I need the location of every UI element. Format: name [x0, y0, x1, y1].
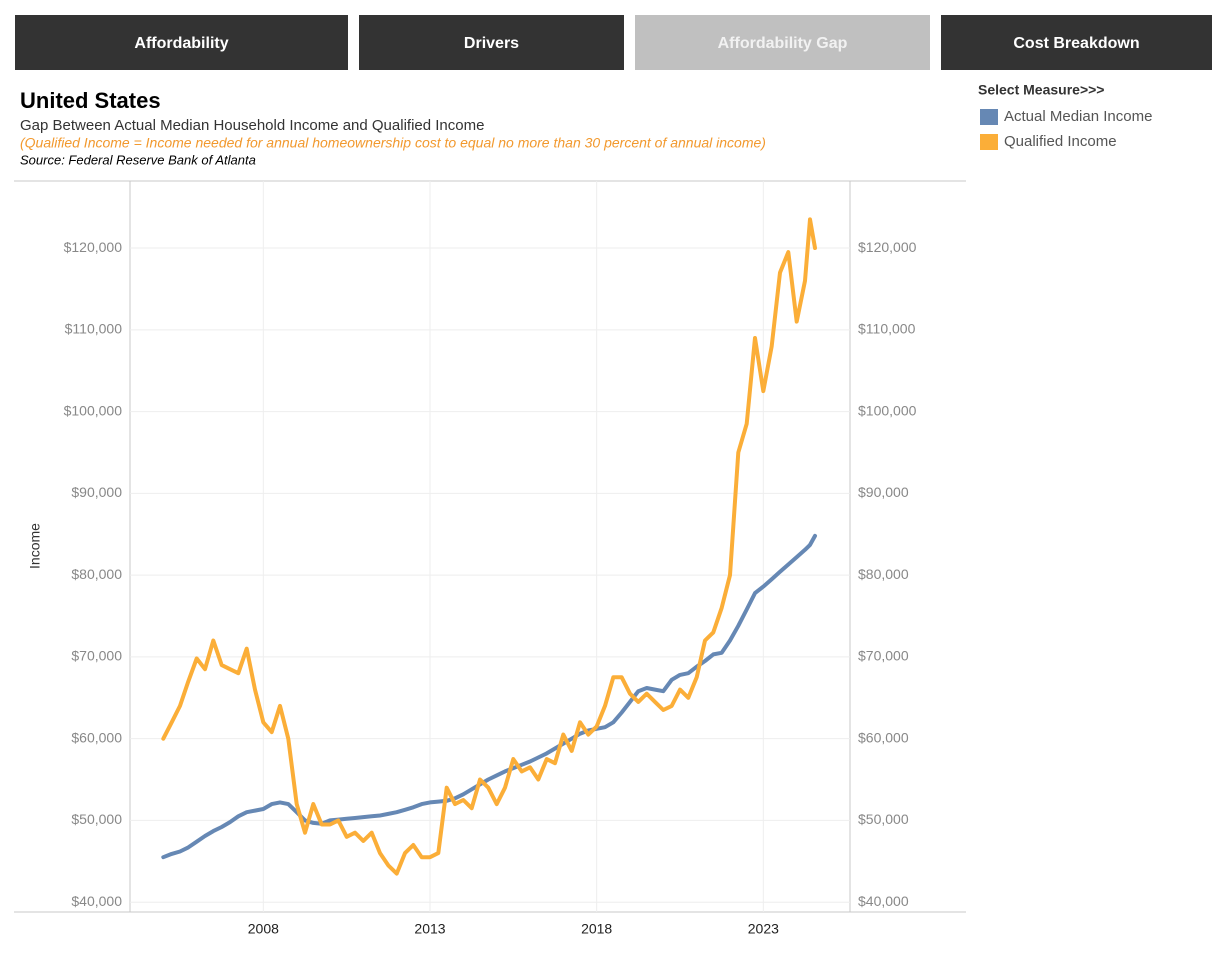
tab[interactable] [941, 15, 1212, 70]
x-tick-label: 2008 [248, 921, 279, 937]
legend-label: Actual Median Income [1004, 108, 1152, 125]
y-tick-label: $60,000 [71, 729, 122, 745]
title: United States [20, 88, 161, 113]
tab-label[interactable]: Affordability Gap [718, 35, 848, 52]
y-tick-label: $120,000 [64, 239, 123, 255]
x-tick-label: 2013 [414, 921, 445, 937]
legend-swatch [980, 134, 998, 150]
y-tick-label-right: $40,000 [858, 893, 909, 909]
x-tick-label: 2023 [748, 921, 779, 937]
y-tick-label-right: $80,000 [858, 566, 909, 582]
y-tick-label-right: $100,000 [858, 402, 917, 418]
y-tick-label: $50,000 [71, 811, 122, 827]
y-tick-label-right: $50,000 [858, 811, 909, 827]
y-tick-label-right: $110,000 [858, 321, 916, 337]
legend-label: Qualified Income [1004, 133, 1117, 150]
y-tick-label: $40,000 [71, 893, 122, 909]
y-tick-label-right: $60,000 [858, 729, 909, 745]
y-tick-label: $100,000 [64, 402, 123, 418]
x-tick-label: 2018 [581, 921, 612, 937]
note: (Qualified Income = Income needed for an… [20, 135, 766, 151]
legend-title: Select Measure>>> [978, 82, 1104, 98]
y-tick-label-right: $120,000 [858, 239, 917, 255]
series-line [161, 533, 817, 860]
subtitle: Gap Between Actual Median Household Inco… [20, 117, 484, 134]
tab[interactable] [15, 15, 348, 70]
source: Source: Federal Reserve Bank of Atlanta [20, 152, 256, 167]
y-tick-label-right: $90,000 [858, 484, 909, 500]
y-tick-label: $90,000 [71, 484, 122, 500]
tab-label[interactable]: Drivers [464, 35, 519, 52]
y-tick-label: $110,000 [65, 321, 123, 337]
series-line [161, 217, 817, 876]
legend-swatch [980, 109, 998, 125]
y-axis-label: Income [27, 523, 43, 569]
tab[interactable] [359, 15, 624, 70]
tab-label[interactable]: Affordability [134, 35, 228, 52]
y-tick-label-right: $70,000 [858, 648, 909, 664]
y-tick-label: $70,000 [71, 648, 122, 664]
tab[interactable] [635, 15, 930, 70]
tab-label[interactable]: Cost Breakdown [1013, 35, 1139, 52]
y-tick-label: $80,000 [71, 566, 122, 582]
